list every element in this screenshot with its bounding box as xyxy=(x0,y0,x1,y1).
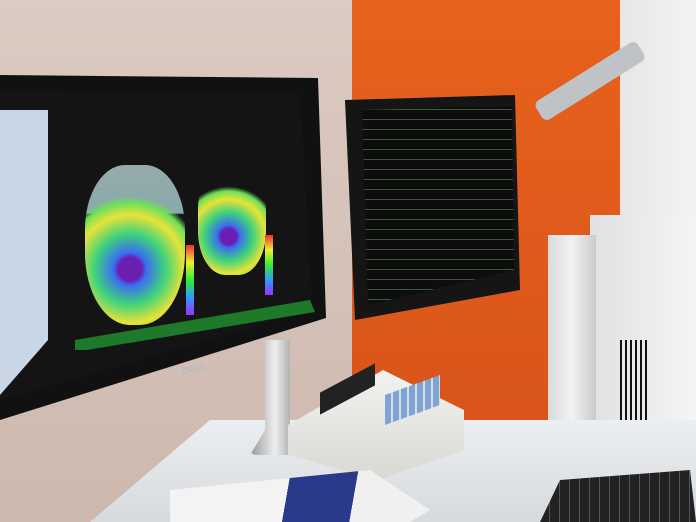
colorbar-right xyxy=(265,235,273,295)
monitor-pole xyxy=(548,235,596,445)
screen-sidebar xyxy=(0,110,48,395)
cardiac-map-right xyxy=(198,165,266,275)
colorbar-left xyxy=(186,245,194,315)
cardiac-map-left xyxy=(85,165,185,325)
